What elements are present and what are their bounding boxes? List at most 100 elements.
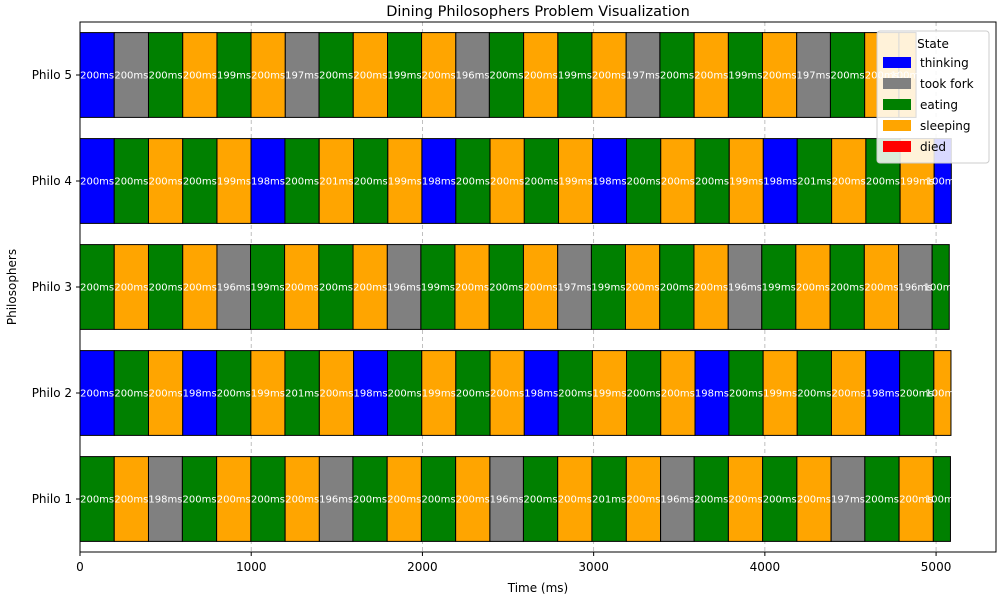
chart-title: Dining Philosophers Problem Visualizatio… bbox=[386, 4, 690, 20]
segment-sleeping bbox=[421, 350, 457, 436]
segment-eating bbox=[829, 244, 865, 330]
segment-label: 199ms bbox=[422, 389, 456, 400]
segment-label: 200ms bbox=[558, 495, 592, 506]
segment-label: 198ms bbox=[422, 177, 456, 188]
segment-eating bbox=[455, 350, 491, 436]
segment-took-fork bbox=[147, 456, 183, 542]
segment-sleeping bbox=[558, 138, 594, 224]
segment-eating bbox=[626, 138, 662, 224]
segment-label: 199ms bbox=[559, 177, 593, 188]
segment-label: 196ms bbox=[387, 283, 421, 294]
segment-label: 199ms bbox=[388, 177, 422, 188]
segment-took-fork bbox=[455, 32, 490, 118]
x-tick-label: 0 bbox=[76, 560, 84, 574]
segment-eating bbox=[387, 32, 423, 118]
x-axis-title: Time (ms) bbox=[507, 581, 569, 595]
segment-label: 100ms bbox=[925, 495, 959, 506]
segment-label: 200ms bbox=[592, 71, 626, 82]
segment-took-fork bbox=[557, 244, 592, 330]
segment-label: 200ms bbox=[456, 495, 490, 506]
segment-thinking bbox=[694, 350, 730, 436]
segment-sleeping bbox=[727, 456, 764, 542]
segment-eating bbox=[420, 244, 456, 330]
segment-sleeping bbox=[591, 350, 628, 436]
segment-eating bbox=[694, 138, 730, 224]
segment-label: 200ms bbox=[831, 71, 865, 82]
x-tick-label: 1000 bbox=[236, 560, 267, 574]
segment-sleeping bbox=[831, 138, 867, 224]
segment-label: 196ms bbox=[217, 283, 251, 294]
philosopher-row: 200ms 200ms 198ms 200ms 200ms 200ms 200ms 196ms… bbox=[79, 456, 959, 542]
segment-label: 197ms bbox=[626, 71, 660, 82]
segment-label: 200ms bbox=[149, 177, 183, 188]
segment-label: 198ms bbox=[251, 177, 285, 188]
segment-label: 196ms bbox=[660, 495, 694, 506]
segment-eating bbox=[455, 138, 491, 224]
segment-eating bbox=[932, 456, 951, 542]
segment-label: 199ms bbox=[763, 389, 797, 400]
segment-label: 100ms bbox=[926, 177, 960, 188]
y-tick-label: Philo 4 bbox=[32, 174, 72, 188]
segment-eating bbox=[899, 350, 935, 436]
x-tick-label: 3000 bbox=[578, 560, 609, 574]
segment-label: 200ms bbox=[626, 283, 660, 294]
segment-label: 200ms bbox=[490, 177, 524, 188]
legend-swatch-thinking bbox=[883, 57, 911, 68]
segment-label: 200ms bbox=[456, 389, 490, 400]
segment-thinking bbox=[865, 350, 901, 436]
segment-label: 199ms bbox=[251, 283, 285, 294]
segment-eating bbox=[181, 456, 218, 542]
segment-thinking bbox=[250, 138, 286, 224]
segment-label: 197ms bbox=[797, 71, 831, 82]
segment-label: 197ms bbox=[831, 495, 865, 506]
segment-sleeping bbox=[591, 32, 627, 118]
segment-label: 200ms bbox=[388, 389, 422, 400]
segment-label: 200ms bbox=[797, 495, 831, 506]
segment-label: 200ms bbox=[217, 389, 251, 400]
legend: State thinking took fork eating sleeping died bbox=[876, 30, 990, 164]
segment-sleeping bbox=[250, 32, 286, 118]
segment-sleeping bbox=[454, 244, 490, 330]
segment-eating bbox=[147, 32, 184, 118]
legend-label: thinking bbox=[920, 56, 969, 70]
segment-eating bbox=[523, 138, 560, 224]
segment-sleeping bbox=[557, 456, 593, 542]
segment-label: 198ms bbox=[866, 389, 900, 400]
segment-label: 200ms bbox=[353, 495, 387, 506]
segment-label: 200ms bbox=[80, 71, 114, 82]
segment-label: 200ms bbox=[524, 283, 558, 294]
segment-label: 200ms bbox=[251, 71, 285, 82]
segment-thinking bbox=[592, 138, 628, 224]
segment-sleeping bbox=[352, 244, 388, 330]
segment-label: 200ms bbox=[80, 495, 114, 506]
segment-took-fork bbox=[727, 244, 763, 330]
segment-thinking bbox=[353, 350, 389, 436]
segment-label: 199ms bbox=[762, 283, 796, 294]
legend-swatch-sleeping bbox=[883, 120, 911, 131]
y-axis-ticks: Philo 5 Philo 4 Philo 3 Philo 2 Philo 1 bbox=[32, 68, 80, 506]
segment-eating bbox=[557, 32, 593, 118]
segment-label: 200ms bbox=[660, 71, 694, 82]
segment-label: 200ms bbox=[728, 495, 762, 506]
segment-eating bbox=[284, 350, 320, 436]
segment-label: 200ms bbox=[489, 71, 523, 82]
y-tick-label: Philo 1 bbox=[32, 492, 72, 506]
segment-sleeping bbox=[489, 350, 525, 436]
segment-sleeping bbox=[113, 456, 149, 542]
segment-label: 200ms bbox=[694, 283, 728, 294]
segment-label: 200ms bbox=[900, 389, 934, 400]
segment-eating bbox=[318, 244, 354, 330]
philosopher-row: 200ms 200ms 200ms 198ms 200ms 199ms 201ms 200ms… bbox=[79, 350, 959, 436]
segment-eating bbox=[216, 350, 252, 436]
segment-took-fork bbox=[284, 32, 320, 118]
segment-label: 200ms bbox=[149, 389, 183, 400]
segment-label: 200ms bbox=[183, 283, 217, 294]
segment-label: 100ms bbox=[924, 283, 958, 294]
segment-label: 200ms bbox=[80, 283, 114, 294]
segment-label: 200ms bbox=[114, 495, 148, 506]
segment-eating bbox=[557, 350, 593, 436]
segment-label: 196ms bbox=[490, 495, 524, 506]
segment-label: 198ms bbox=[524, 389, 558, 400]
segment-label: 200ms bbox=[285, 283, 319, 294]
segment-sleeping bbox=[216, 138, 252, 224]
